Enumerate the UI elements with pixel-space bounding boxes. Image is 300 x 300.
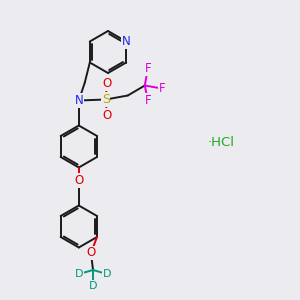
Text: D: D [75, 269, 83, 279]
Text: S: S [102, 93, 110, 106]
Text: N: N [122, 35, 130, 48]
Text: F: F [145, 94, 151, 107]
Text: D: D [103, 269, 111, 279]
Text: F: F [145, 62, 151, 75]
Text: F: F [158, 82, 165, 95]
Text: ·HCl: ·HCl [208, 136, 235, 148]
Text: O: O [102, 77, 111, 90]
Text: O: O [74, 174, 83, 187]
Text: D: D [89, 281, 97, 291]
Text: N: N [74, 94, 83, 107]
Text: O: O [86, 247, 96, 260]
Text: O: O [102, 109, 111, 122]
